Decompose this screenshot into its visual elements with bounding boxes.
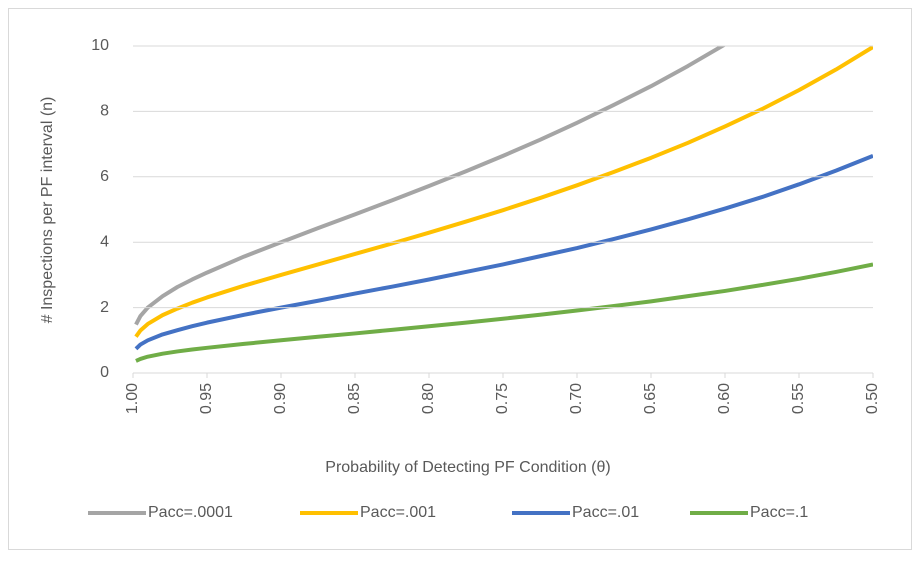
series-line <box>134 46 727 326</box>
x-tick-label: 0.70 <box>568 383 585 414</box>
x-tick-label: 0.75 <box>494 383 511 414</box>
x-tick-label: 0.95 <box>198 383 215 414</box>
y-axis-title: # Inspections per PF interval (n) <box>39 97 56 324</box>
series-line <box>134 154 873 351</box>
x-tick-label: 0.90 <box>272 383 289 414</box>
x-tick-label: 0.50 <box>864 383 881 414</box>
x-tick-label: 1.00 <box>124 383 141 414</box>
plot-lines <box>134 46 873 363</box>
legend-label: Pacc=.001 <box>360 504 436 521</box>
y-tick-label: 0 <box>100 364 109 381</box>
legend-label: Pacc=.0001 <box>148 504 233 521</box>
y-tick-label: 6 <box>100 168 109 185</box>
x-axis-title: Probability of Detecting PF Condition (θ… <box>325 459 610 476</box>
legend-label: Pacc=.1 <box>750 504 808 521</box>
y-tick-label: 4 <box>100 233 109 250</box>
x-tick-label: 0.55 <box>790 383 807 414</box>
y-tick-label: 10 <box>91 37 109 54</box>
x-tick-label: 0.65 <box>642 383 659 414</box>
chart-border <box>8 8 912 550</box>
x-tick-label: 0.60 <box>716 383 733 414</box>
x-tick-label: 0.80 <box>420 383 437 414</box>
series-line <box>135 262 873 363</box>
x-tick-label: 0.85 <box>346 383 363 414</box>
legend-label: Pacc=.01 <box>572 504 639 521</box>
y-tick-label: 2 <box>100 299 109 316</box>
series-line <box>134 46 873 338</box>
y-tick-label: 8 <box>100 103 109 120</box>
